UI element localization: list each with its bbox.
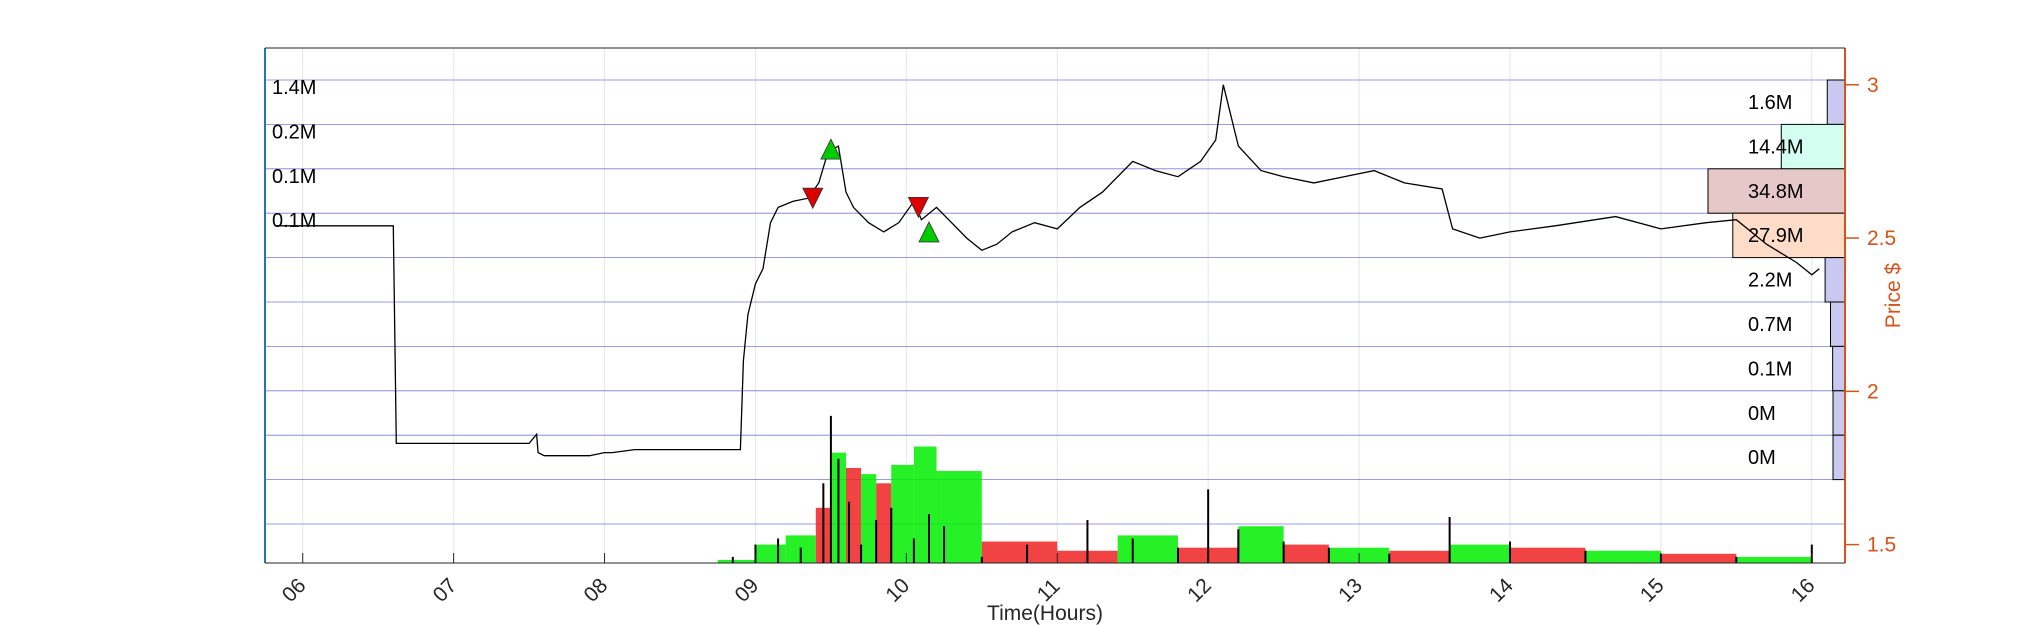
profile-bar (1732, 212, 1846, 259)
y-tick-label: 3 (1867, 74, 1879, 97)
buy-marker (918, 221, 940, 243)
y-tick-label: 2 (1867, 380, 1879, 403)
volume-block (1509, 547, 1586, 563)
profile-right-label: 27.9M (1748, 225, 1804, 247)
price-layer (275, 84, 1820, 457)
volume-block (717, 559, 756, 563)
volume-block (1238, 526, 1284, 563)
profile-left-label: 0.1M (272, 210, 316, 232)
x-tick-label: 07 (429, 574, 462, 607)
x-tick-label: 16 (1787, 574, 1820, 607)
volume-block (891, 464, 914, 563)
volume-block (1117, 535, 1178, 563)
axis-layer: 06 07 08 09 10 11 12 13 14 15 161.522.53 (264, 47, 1896, 607)
grid-layer (265, 48, 1845, 563)
profile-left-label: 0.1M (272, 166, 316, 188)
volume-block (876, 483, 892, 563)
x-tick-label: 06 (278, 574, 311, 607)
volume-block (981, 541, 1058, 563)
profile-right-label: 0.7M (1748, 314, 1792, 336)
profile-bar (1829, 301, 1846, 347)
x-tick-label: 13 (1334, 574, 1367, 607)
profile-left-label: 1.4M (272, 77, 316, 99)
volume-block (913, 446, 937, 563)
profile-right-label: 2.2M (1748, 270, 1792, 292)
y-axis-label: Price $ (1882, 263, 1905, 329)
y-tick-label: 2.5 (1867, 227, 1896, 250)
x-axis-label: Time(Hours) (987, 602, 1103, 625)
price-line (275, 84, 1820, 457)
profile-bar (1826, 79, 1846, 125)
profile-left-label: 0.2M (272, 121, 316, 143)
profile-bar (1824, 257, 1846, 303)
profile-right-label: 0M (1748, 403, 1776, 425)
profile-bar (1832, 434, 1846, 481)
volume-block (1449, 544, 1510, 563)
volume-block (755, 544, 786, 563)
profile-bar (1832, 345, 1846, 392)
profile-right-label: 0.1M (1748, 358, 1792, 380)
profile-bar (1832, 390, 1846, 436)
profile-right-label: 34.8M (1748, 181, 1804, 203)
volume-block (1283, 544, 1329, 563)
profile-right-label: 0M (1748, 447, 1776, 469)
trade-marker-layer (802, 138, 940, 243)
sell-marker (907, 197, 930, 219)
x-tick-label: 08 (580, 574, 613, 607)
y-tick-label: 1.5 (1867, 534, 1896, 557)
volume-block (861, 474, 877, 563)
buy-marker (820, 138, 842, 160)
x-tick-label: 12 (1183, 574, 1216, 607)
x-tick-label: 10 (881, 574, 914, 607)
x-tick-label: 15 (1636, 574, 1669, 607)
profile-right-label: 1.6M (1748, 92, 1792, 114)
sell-marker (802, 187, 824, 210)
volume-layer (717, 415, 1813, 563)
volume-block (1585, 550, 1661, 563)
volume-block (1660, 553, 1737, 563)
volume-profile-layer: 1.6M 1.4M 14.4M 0.2M 34.8M 0.1M 27.9M 0.1M 2.2M 0… (272, 77, 1846, 481)
x-tick-label: 09 (730, 574, 763, 607)
volume-block (1389, 550, 1450, 563)
volume-block (1736, 556, 1812, 563)
x-tick-label: 14 (1485, 574, 1518, 607)
profile-right-label: 14.4M (1748, 136, 1804, 158)
